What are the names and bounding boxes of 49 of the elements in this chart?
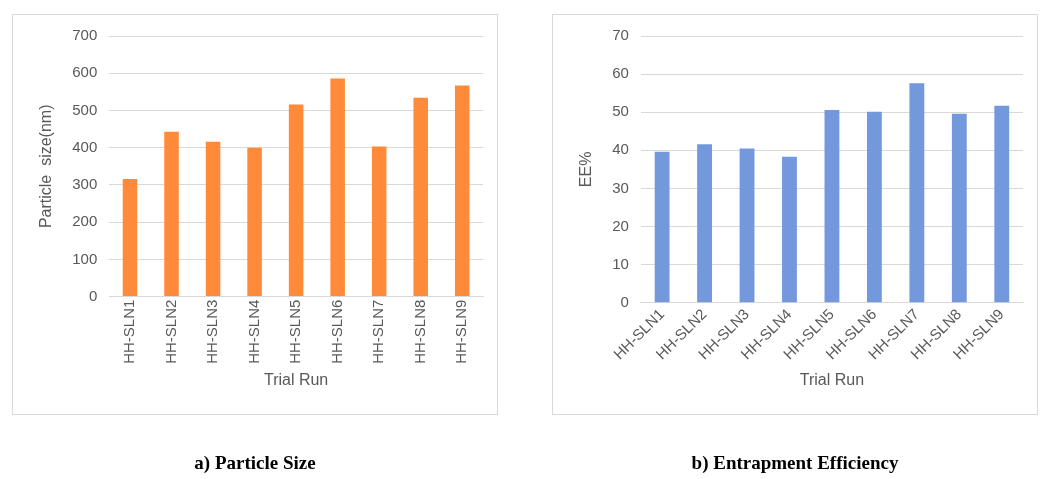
- y-tick-label: 30: [612, 178, 629, 196]
- y-tick-label: 40: [612, 140, 629, 158]
- y-tick-label: 300: [72, 175, 98, 193]
- bar: [782, 156, 797, 303]
- bar: [205, 141, 221, 297]
- y-tick-label: 70: [612, 26, 629, 44]
- bar: [994, 105, 1010, 303]
- y-tick-label: 60: [612, 64, 629, 82]
- bar: [164, 131, 179, 297]
- bar: [654, 151, 670, 303]
- bar: [909, 83, 925, 303]
- y-axis-title: Particle size(nm): [37, 104, 55, 229]
- y-tick-label: 600: [72, 63, 98, 81]
- bar: [247, 147, 262, 297]
- x-tick-label: HH-SLN5: [286, 299, 304, 364]
- x-tick-label: HH-SLN8: [410, 299, 428, 364]
- x-tick-label: HH-SLN1: [120, 299, 138, 364]
- bar: [951, 113, 967, 303]
- bar: [824, 109, 840, 303]
- y-tick-label: 50: [612, 102, 629, 120]
- bar: [866, 111, 882, 303]
- y-tick-label: 20: [612, 216, 629, 234]
- x-axis-title: Trial Run: [263, 370, 329, 388]
- y-tick-label: 100: [72, 249, 98, 267]
- x-tick-label: HH-SLN4: [244, 299, 262, 364]
- bar: [739, 148, 755, 303]
- y-tick-label: 10: [612, 254, 629, 272]
- bar: [288, 104, 304, 297]
- x-tick-label: HH-SLN2: [161, 299, 179, 364]
- y-tick-label: 0: [88, 286, 98, 304]
- x-axis-title: Trial Run: [799, 370, 865, 388]
- bar: [413, 97, 428, 297]
- bar: [330, 78, 345, 297]
- text: b) Entrapment Efficiency: [690, 452, 900, 474]
- x-tick-label: HH-SLN6: [327, 299, 345, 364]
- bar: [454, 85, 470, 297]
- bar: [371, 146, 387, 297]
- y-tick-label: 0: [620, 292, 629, 310]
- bar: [122, 178, 138, 297]
- x-tick-label: HH-SLN9: [452, 299, 470, 364]
- bar: [697, 144, 712, 303]
- y-tick-label: 200: [72, 212, 98, 230]
- y-axis-title: EE%: [577, 151, 595, 188]
- x-tick-label: HH-SLN7: [369, 299, 387, 364]
- text: a) Particle Size: [193, 452, 317, 474]
- x-tick-label: HH-SLN3: [203, 299, 221, 364]
- y-tick-label: 400: [72, 137, 98, 155]
- y-tick-label: 700: [72, 26, 98, 44]
- y-tick-label: 500: [72, 100, 98, 118]
